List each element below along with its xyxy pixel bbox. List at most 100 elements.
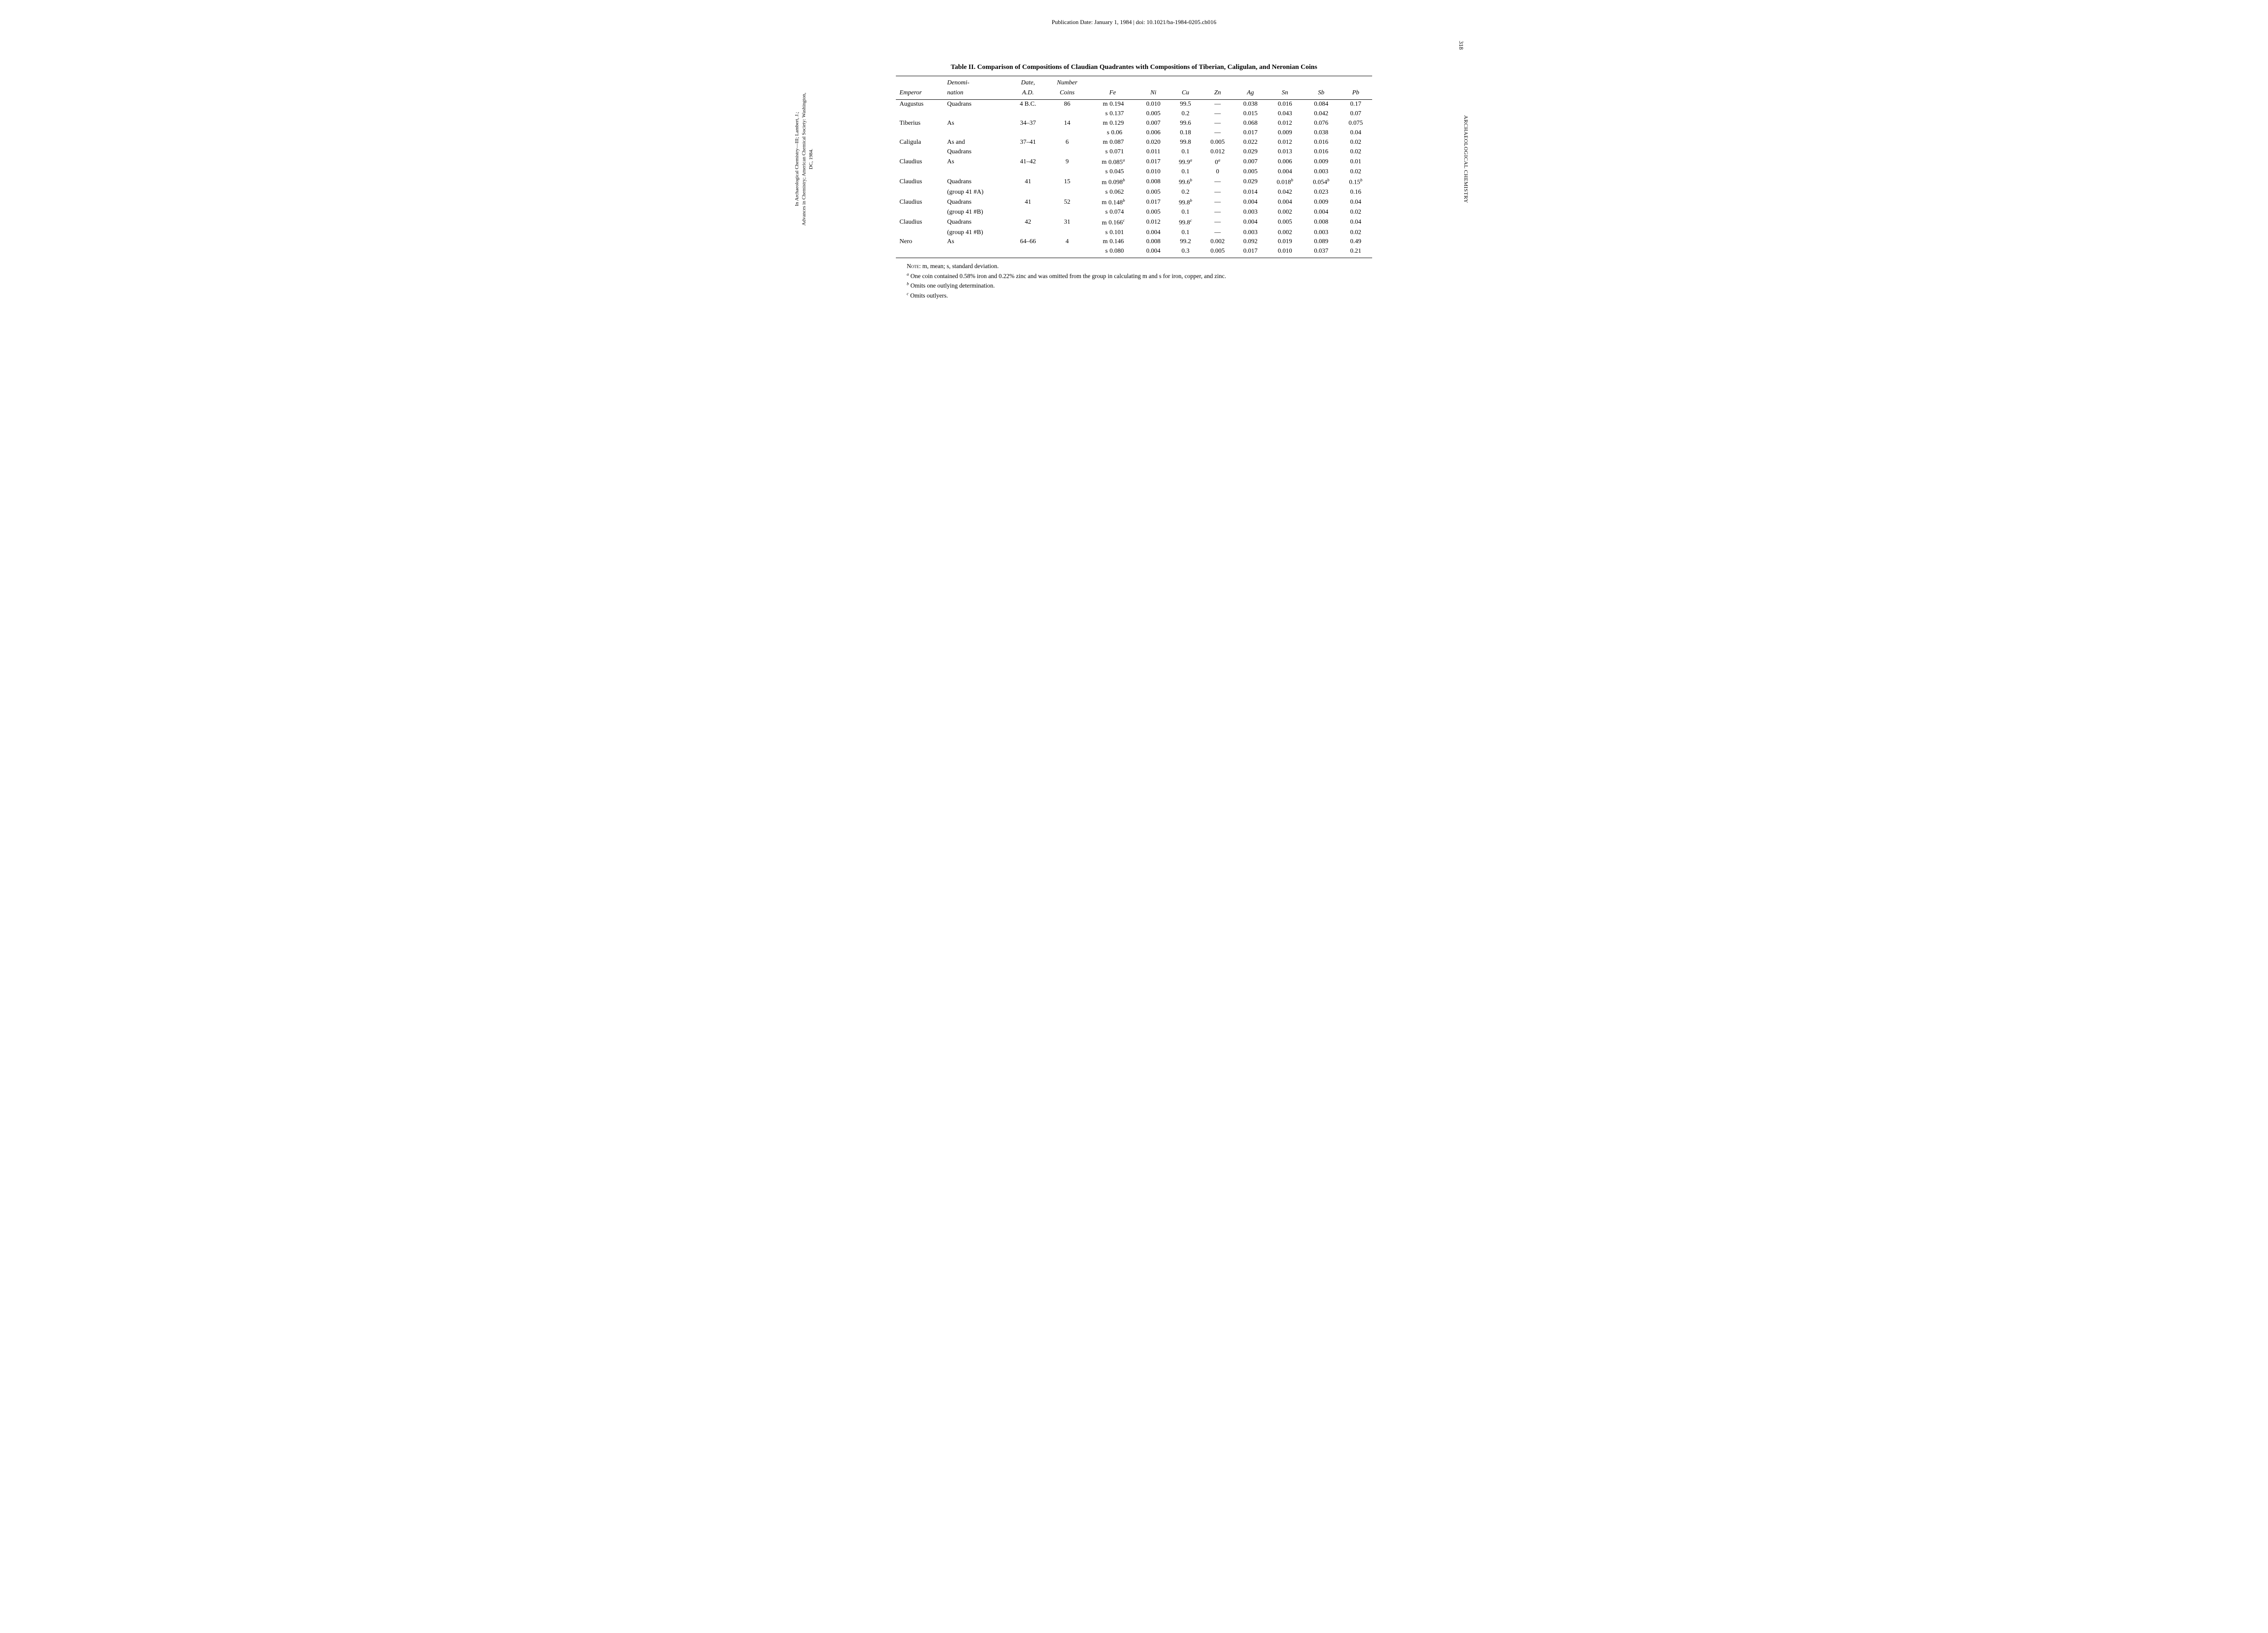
data-cell: 0.005 <box>1137 109 1169 119</box>
col-header: Sb <box>1303 88 1339 99</box>
table-row: (group 41 #A)s0.0620.0050.2—0.0140.0420.… <box>896 188 1372 197</box>
running-head-right: ARCHAEOLOGICAL CHEMISTRY <box>1462 115 1470 203</box>
denom-cell: (group 41 #B) <box>943 208 1010 217</box>
data-cell: 0.49 <box>1339 237 1372 247</box>
data-cell: 0.18 <box>1170 128 1201 138</box>
data-cell: 0.043 <box>1267 109 1303 119</box>
data-cell: 99.8b <box>1170 197 1201 208</box>
data-cell: 0.012 <box>1137 217 1169 228</box>
denom-cell: Quadrans <box>943 100 1010 109</box>
data-cell: 99.6b <box>1170 177 1201 188</box>
col-header <box>1339 76 1372 88</box>
data-cell: 99.6 <box>1170 119 1201 128</box>
col-header <box>1234 76 1266 88</box>
data-cell: s0.101 <box>1088 228 1137 238</box>
empty-cell <box>896 147 943 157</box>
data-cell: 0.002 <box>1267 228 1303 238</box>
emperor-cell: Tiberius <box>896 119 943 128</box>
data-cell: 0.068 <box>1234 119 1266 128</box>
data-cell: 0.017 <box>1234 247 1266 258</box>
col-header: Emperor <box>896 88 943 99</box>
data-cell: 0.013 <box>1267 147 1303 157</box>
data-cell: 0.004 <box>1234 197 1266 208</box>
empty-cell <box>1046 109 1088 119</box>
empty-cell <box>896 188 943 197</box>
data-cell: 0.01 <box>1339 157 1372 168</box>
col-header: Date, <box>1010 76 1046 88</box>
data-cell: 0.04 <box>1339 197 1372 208</box>
table-row: ClaudiusQuadrans4231m0.166c0.01299.8c—0.… <box>896 217 1372 228</box>
data-cell: 0.003 <box>1234 228 1266 238</box>
col-header: Sn <box>1267 88 1303 99</box>
data-cell: 0.1 <box>1170 228 1201 238</box>
col-header <box>1137 76 1169 88</box>
empty-cell <box>1046 188 1088 197</box>
date-cell: 41–42 <box>1010 157 1046 168</box>
data-cell: 0 <box>1201 167 1234 177</box>
data-cell: 0a <box>1201 157 1234 168</box>
data-cell: 0.02 <box>1339 167 1372 177</box>
empty-cell <box>1010 247 1046 258</box>
data-cell: 0.012 <box>1201 147 1234 157</box>
data-cell: — <box>1201 217 1234 228</box>
data-cell: 0.3 <box>1170 247 1201 258</box>
data-cell: m0.098b <box>1088 177 1137 188</box>
col-header: nation <box>943 88 1010 99</box>
date-cell: 64–66 <box>1010 237 1046 247</box>
table-row: s0.060.0060.18—0.0170.0090.0380.04 <box>896 128 1372 138</box>
data-cell: 0.009 <box>1267 128 1303 138</box>
data-cell: 0.012 <box>1267 119 1303 128</box>
denom-cell: As and <box>943 138 1010 147</box>
empty-cell <box>1046 128 1088 138</box>
data-cell: 0.16 <box>1339 188 1372 197</box>
col-header: Coins <box>1046 88 1088 99</box>
data-cell: m0.087 <box>1088 138 1137 147</box>
count-cell: 31 <box>1046 217 1088 228</box>
empty-cell <box>896 109 943 119</box>
col-header <box>1267 76 1303 88</box>
publication-header: Publication Date: January 1, 1984 | doi:… <box>816 18 1452 26</box>
data-cell: 0.015 <box>1234 109 1266 119</box>
page-number: 318 <box>1457 41 1465 50</box>
data-cell: 0.006 <box>1137 128 1169 138</box>
denom-cell: Quadrans <box>943 177 1010 188</box>
footnote-c: c Omits outlyers. <box>896 291 1372 300</box>
data-cell: 0.2 <box>1170 188 1201 197</box>
count-cell: 14 <box>1046 119 1088 128</box>
data-cell: 0.004 <box>1234 217 1266 228</box>
data-cell: — <box>1201 208 1234 217</box>
emperor-cell: Claudius <box>896 157 943 168</box>
date-cell: 4 B.C. <box>1010 100 1046 109</box>
table-row: ClaudiusQuadrans4115m0.098b0.00899.6b—0.… <box>896 177 1372 188</box>
data-cell: 0.020 <box>1137 138 1169 147</box>
emperor-cell: Caligula <box>896 138 943 147</box>
data-cell: s0.080 <box>1088 247 1137 258</box>
empty-cell <box>1046 208 1088 217</box>
data-cell: 0.042 <box>1303 109 1339 119</box>
data-cell: 0.005 <box>1137 208 1169 217</box>
count-cell: 9 <box>1046 157 1088 168</box>
data-cell: 0.016 <box>1267 100 1303 109</box>
count-cell: 15 <box>1046 177 1088 188</box>
table-body: AugustusQuadrans4 B.C.86m0.1940.01099.5—… <box>896 100 1372 258</box>
data-cell: 0.009 <box>1303 197 1339 208</box>
emperor-cell: Claudius <box>896 197 943 208</box>
data-cell: 0.02 <box>1339 138 1372 147</box>
data-cell: 0.075 <box>1339 119 1372 128</box>
table-row: ClaudiusAs41–429m0.085a0.01799.9a0a0.007… <box>896 157 1372 168</box>
col-header: Ni <box>1137 88 1169 99</box>
data-cell: 0.029 <box>1234 177 1266 188</box>
data-cell: 0.006 <box>1267 157 1303 168</box>
data-cell: 0.076 <box>1303 119 1339 128</box>
data-cell: 0.010 <box>1137 167 1169 177</box>
col-header <box>1303 76 1339 88</box>
data-cell: 0.07 <box>1339 109 1372 119</box>
table-row: TiberiusAs34–3714m0.1290.00799.6—0.0680.… <box>896 119 1372 128</box>
data-cell: — <box>1201 119 1234 128</box>
data-cell: s0.137 <box>1088 109 1137 119</box>
col-header <box>1088 76 1137 88</box>
data-cell: 0.038 <box>1234 100 1266 109</box>
empty-cell <box>1046 147 1088 157</box>
data-cell: 0.04 <box>1339 128 1372 138</box>
data-cell: 0.21 <box>1339 247 1372 258</box>
